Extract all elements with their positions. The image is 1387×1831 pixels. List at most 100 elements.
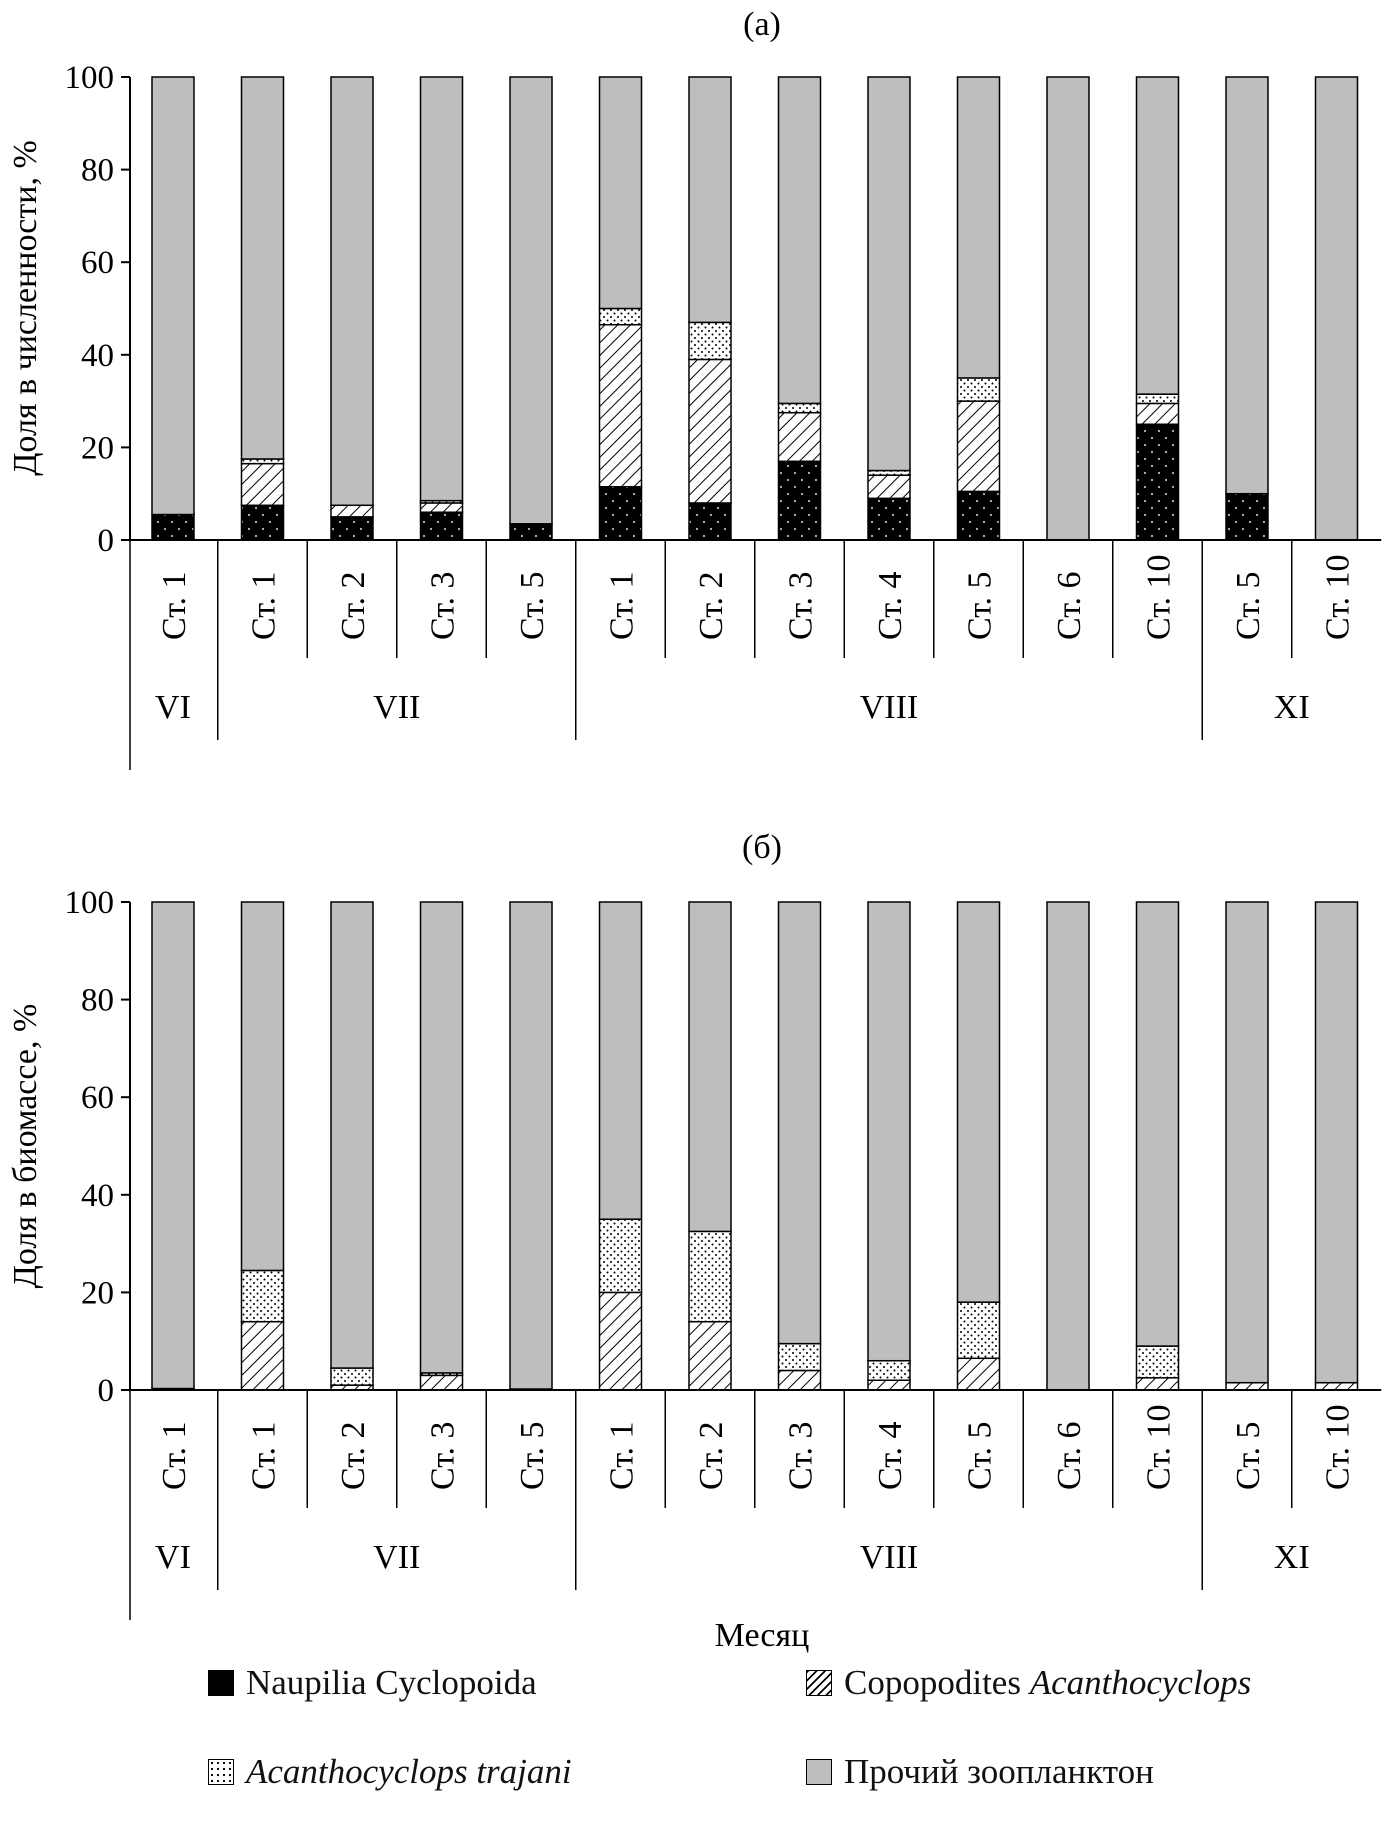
bar-segment-naupilia [777,460,822,541]
y-tick-label: 80 [81,983,114,1019]
month-label: XI [1274,689,1310,726]
bar-segment-other [598,76,643,310]
bar-segment-naupilia [956,490,1001,541]
bar-segment-copopodites [688,1320,732,1391]
bar-segment-trajani [956,1301,1001,1360]
bar-segment-trajani [956,377,1001,402]
bar-segment-naupilia [598,486,643,541]
bar-segment-trajani [688,321,732,361]
y-tick-label: 20 [81,430,114,466]
y-tick-label: 40 [81,1178,114,1214]
chart-title: (б) [742,829,782,866]
bar-segment-copopodites [1225,1381,1269,1391]
bar-segment-naupilia [330,516,374,541]
x-tick-label: Ст. 1 [156,571,193,640]
legend-swatch-copopodites [806,1670,832,1696]
bar-segment-other [956,901,1001,1303]
bar-segment-other [1225,76,1269,495]
x-tick-label: Ст. 10 [1320,554,1357,640]
bar-segment-other [240,76,285,460]
bar-segment-copopodites [598,1291,643,1391]
legend-label-naupilia: Naupilia Cyclopoida [246,1663,537,1702]
bar-segment-other [777,76,822,405]
bar-segment-naupilia [688,502,732,541]
bar-segment-other [151,901,195,1390]
bar-segment-copopodites [777,1369,822,1391]
x-tick-label: Ст. 2 [693,571,730,640]
bar-segment-other [598,901,643,1220]
legend-label-other: Прочий зоопланктон [844,1752,1154,1791]
bar-segment-copopodites [956,1357,1001,1391]
x-tick-label: Ст. 1 [604,1421,641,1490]
bar-segment-other [1135,76,1180,395]
legend-swatch-naupilia [208,1670,234,1696]
bar-segment-trajani [867,1359,911,1381]
bar-segment-other [777,901,822,1345]
y-tick-label: 0 [98,1373,115,1409]
y-tick-label: 80 [81,153,114,189]
month-label: VI [155,1539,191,1576]
bar-segment-copopodites [419,1374,464,1391]
bar-segment-copopodites [1135,1377,1180,1391]
bar-segment-other [867,76,911,472]
legend-naupilia: Naupilia Cyclopoida [208,1663,537,1703]
bar-segment-other [151,76,195,516]
bar-segment-trajani [688,1230,732,1323]
bar-segment-naupilia [240,504,285,541]
y-tick-label: 60 [81,1080,114,1116]
month-label: VI [155,689,191,726]
bar-segment-other [509,901,553,1390]
x-tick-label: Ст. 5 [1230,1421,1267,1490]
bar-segment-naupilia [419,511,464,541]
x-tick-label: Ст. 3 [783,571,820,640]
y-tick-label: 20 [81,1275,114,1311]
x-tick-label: Ст. 2 [335,571,372,640]
x-tick-label: Ст. 5 [514,1421,551,1490]
bar-segment-other [1225,901,1269,1384]
month-label: VIII [860,1539,919,1576]
bar-segment-copopodites [777,411,822,463]
bar-segment-other [688,901,732,1233]
bar-segment-naupilia [151,513,195,541]
bar-segment-trajani [598,307,643,326]
chart-panel-0: (а) Доля в численности, % 0 20 40 60 80 100 Ст. … [7,6,1382,770]
x-tick-label: Ст. 1 [156,1421,193,1490]
bar-segment-other [688,76,732,324]
x-tick-label: Ст. 1 [246,1421,283,1490]
bar-segment-copopodites [419,502,464,513]
month-label: VIII [860,689,919,726]
bar-segment-copopodites [867,1379,911,1391]
bar-segment-other [419,901,464,1374]
bar-segment-trajani [777,1342,822,1372]
bar-segment-trajani [330,1367,374,1386]
bar-segment-other [956,76,1001,379]
chart-panel-1: (б) Доля в биомассе, % 0 20 40 60 80 100 Ст. 1 Ст… [7,829,1382,1620]
bar-segment-other [1046,76,1090,541]
bar-segment-copopodites [240,462,285,507]
legend-trajani: Acanthocyclops trajani [208,1752,572,1792]
legend-other: Прочий зоопланктон [806,1752,1154,1792]
bar-segment-trajani [598,1218,643,1294]
bar-segment-other [509,76,553,525]
bar-segment-copopodites [1135,402,1180,426]
legend-copopodites: Copopodites Acanthocyclops [806,1663,1251,1703]
bar-segment-other [867,901,911,1362]
x-tick-label: Ст. 2 [693,1421,730,1490]
bar-segment-copopodites [1314,1381,1359,1391]
bar-segment-naupilia [1225,492,1269,541]
legend-label-copopodites-genus: Acanthocyclops [1029,1663,1252,1702]
bar-segment-other [1314,76,1359,541]
bar-segment-trajani [1135,393,1180,405]
bar-segment-trajani [240,1269,285,1323]
y-tick-label: 0 [98,523,115,559]
bar-segment-other [1046,901,1090,1391]
x-tick-label: Ст. 5 [962,1421,999,1490]
x-tick-label: Ст. 3 [783,1421,820,1490]
y-tick-label: 40 [81,338,114,374]
x-tick-label: Ст. 3 [425,571,462,640]
x-tick-label: Ст. 1 [246,571,283,640]
bar-segment-other [1314,901,1359,1384]
bar-segment-copopodites [956,400,1001,493]
bar-segment-other [419,76,464,502]
